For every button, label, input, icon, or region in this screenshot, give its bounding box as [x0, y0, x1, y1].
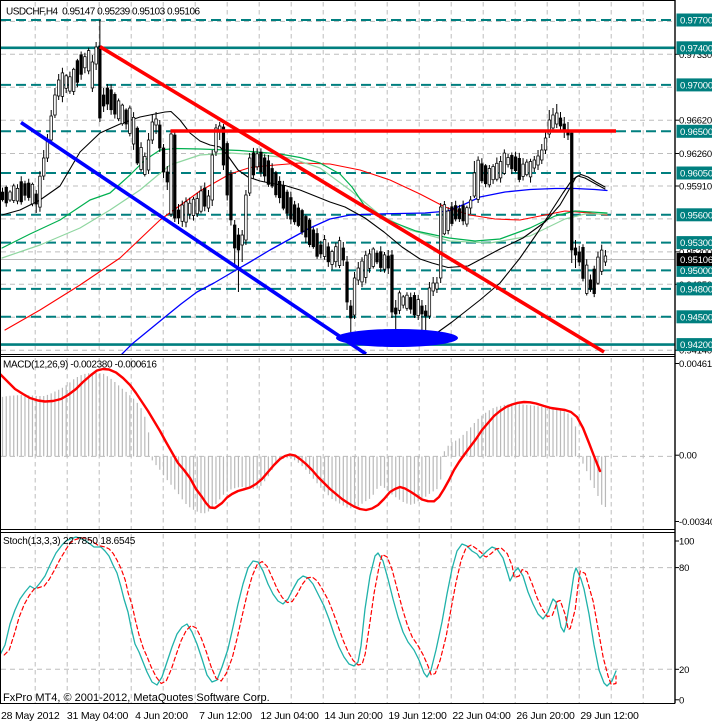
svg-text:4 Jun 20:00: 4 Jun 20:00: [135, 710, 188, 722]
svg-text:FxPro MT4, © 2001-2012, MetaQu: FxPro MT4, © 2001-2012, MetaQuotes Softw…: [3, 692, 270, 704]
svg-text:0.00461: 0.00461: [679, 359, 712, 370]
svg-text:0.94200: 0.94200: [680, 340, 712, 351]
svg-text:0.96620: 0.96620: [679, 116, 712, 127]
svg-text:0.96260: 0.96260: [679, 149, 712, 160]
svg-text:0.00: 0.00: [679, 451, 697, 462]
svg-text:0.94800: 0.94800: [680, 284, 712, 295]
svg-text:26 Jun 20:00: 26 Jun 20:00: [516, 710, 575, 722]
svg-text:0.96500: 0.96500: [680, 127, 712, 138]
svg-text:Stoch(13,3,3) 22.7850 18.6545: Stoch(13,3,3) 22.7850 18.6545: [3, 536, 136, 547]
svg-text:MACD(12,26,9) -0.002380 -0.000: MACD(12,26,9) -0.002380 -0.000616: [3, 360, 157, 371]
svg-text:31 May 04:00: 31 May 04:00: [67, 710, 129, 722]
svg-text:0: 0: [679, 695, 684, 706]
svg-text:22 Jun 04:00: 22 Jun 04:00: [452, 710, 511, 722]
svg-text:12 Jun 04:00: 12 Jun 04:00: [260, 710, 319, 722]
svg-text:19 Jun 12:00: 19 Jun 12:00: [388, 710, 447, 722]
svg-text:0.95106: 0.95106: [680, 255, 712, 266]
svg-text:0.95000: 0.95000: [680, 266, 712, 277]
svg-text:80: 80: [679, 563, 689, 574]
svg-text:USDCHF,H4 0.95147 0.95239 0.9: USDCHF,H4 0.95147 0.95239 0.95103 0.9510…: [6, 7, 201, 18]
svg-text:0.97330: 0.97330: [679, 50, 712, 61]
svg-text:0.96050: 0.96050: [680, 169, 712, 180]
svg-text:14 Jun 20:00: 14 Jun 20:00: [324, 710, 383, 722]
svg-text:20: 20: [679, 665, 689, 676]
svg-text:29 Jun 12:00: 29 Jun 12:00: [580, 710, 639, 722]
svg-text:0.94140: 0.94140: [679, 346, 712, 357]
svg-text:7 Jun 12:00: 7 Jun 12:00: [199, 710, 252, 722]
svg-text:0.94500: 0.94500: [680, 312, 712, 323]
svg-text:0.95910: 0.95910: [679, 182, 712, 193]
svg-text:0.97000: 0.97000: [680, 80, 712, 91]
svg-text:0.97400: 0.97400: [680, 43, 712, 54]
svg-text:0.95200: 0.95200: [679, 247, 712, 258]
svg-text:28 May 2012: 28 May 2012: [1, 710, 60, 722]
svg-text:0.95300: 0.95300: [680, 238, 712, 249]
svg-text:-0.00340: -0.00340: [679, 517, 712, 528]
svg-text:0.95600: 0.95600: [680, 210, 712, 221]
svg-text:100: 100: [679, 537, 694, 548]
svg-text:0.97700: 0.97700: [680, 16, 712, 27]
